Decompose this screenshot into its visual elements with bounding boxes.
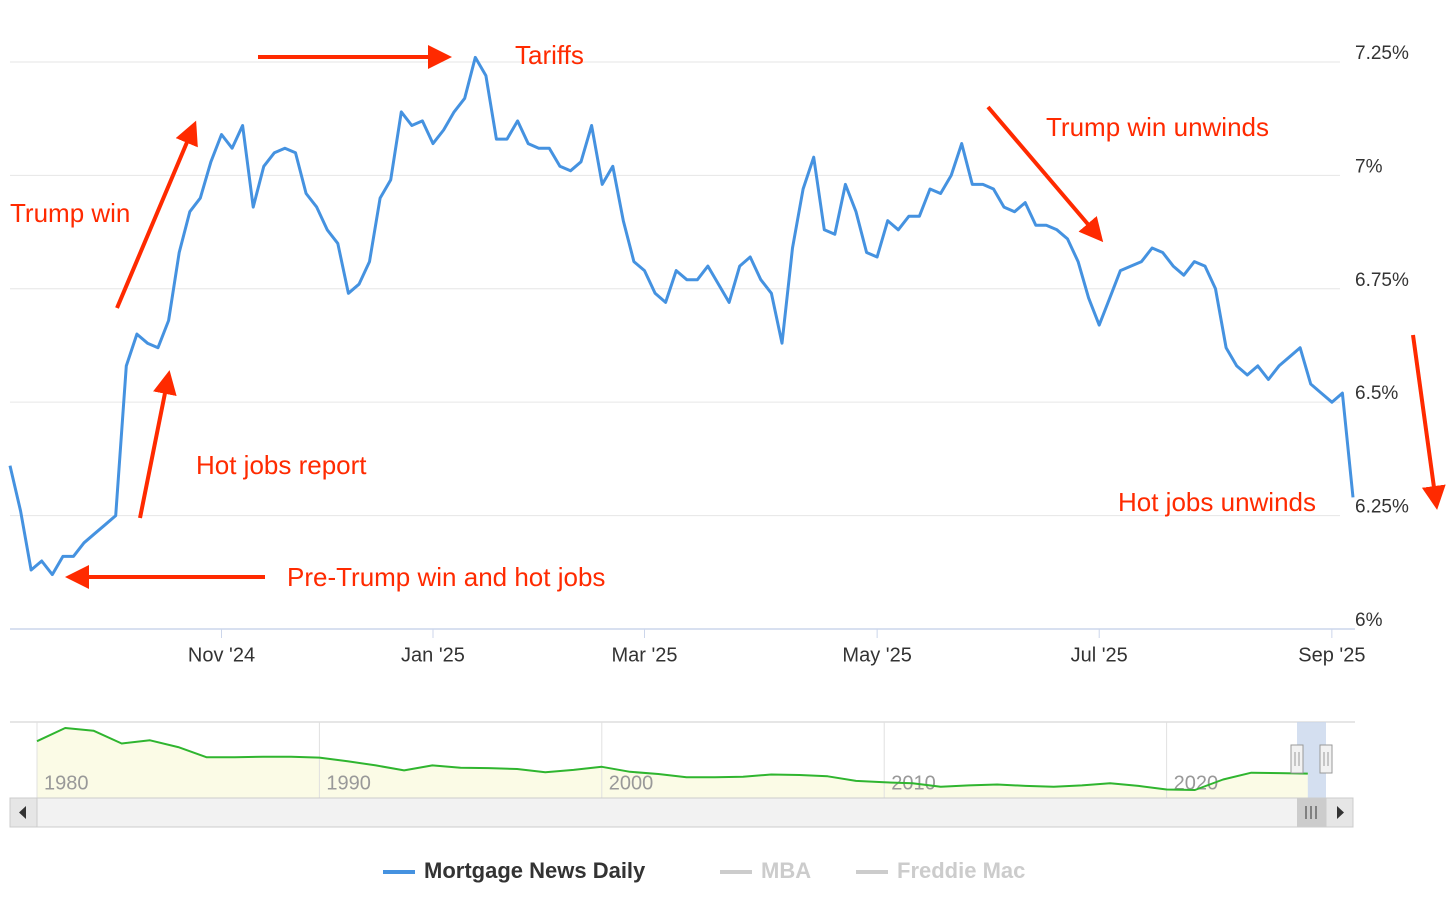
scrollbar[interactable] <box>9 797 1354 828</box>
series-line <box>36 727 1308 791</box>
y-tick-label: 6.75% <box>1355 270 1409 291</box>
arrow <box>115 120 198 309</box>
grip-icon <box>1305 806 1317 819</box>
legend[interactable]: Mortgage News Daily MBA Freddie Mac <box>383 858 1025 883</box>
x-tick-label: Mar '25 <box>611 644 677 666</box>
x-tick-label: May '25 <box>842 644 911 666</box>
arrow <box>138 370 177 519</box>
navigator-area <box>37 728 1308 798</box>
annotation: Trump win unwinds <box>1046 112 1269 142</box>
scrollbar-track[interactable] <box>9 797 1354 828</box>
y-tick-label: 6.5% <box>1355 383 1398 404</box>
arrow-icon <box>1337 806 1344 819</box>
annotation: Tariffs <box>515 40 584 70</box>
annotations: Tariffs Trump win unwinds Trump win Hot … <box>10 40 1446 592</box>
legend-label[interactable]: Freddie Mac <box>897 858 1025 883</box>
annotation: Trump win <box>10 198 130 228</box>
x-tick-label: Jan '25 <box>401 644 465 666</box>
handle-grip <box>1294 752 1300 766</box>
x-tick-label: Jul '25 <box>1071 644 1128 666</box>
navigator-tick-label: 2000 <box>609 772 654 794</box>
y-tick-label: 7.25% <box>1355 43 1409 64</box>
y-tick-label: 7% <box>1355 156 1383 177</box>
y-tick-label: 6.25% <box>1355 497 1409 518</box>
navigator-tick-label: 2020 <box>1174 772 1219 794</box>
navigator-handle[interactable] <box>1290 744 1304 774</box>
arrow <box>1411 334 1446 510</box>
plot-area: 6% 6.25% 6.5% 6.75% 7% 7.25% Nov '24 Jan '25 Mar… <box>8 43 1409 666</box>
navigator-tick-label: 1980 <box>44 772 89 794</box>
series-line <box>8 55 1355 577</box>
annotation: Hot jobs unwinds <box>1118 487 1316 517</box>
navigator[interactable]: 1980 1990 2000 2010 2020 <box>10 721 1355 798</box>
legend-label[interactable]: MBA <box>761 858 811 883</box>
handle-grip <box>1323 752 1329 766</box>
x-tick-label: Nov '24 <box>188 644 255 666</box>
navigator-tick-label: 1990 <box>326 772 371 794</box>
x-tick-label: Sep '25 <box>1298 644 1365 666</box>
scroll-left[interactable] <box>9 797 38 828</box>
legend-label[interactable]: Mortgage News Daily <box>424 858 646 883</box>
navigator-handle[interactable] <box>1319 744 1333 774</box>
arrow <box>986 105 1104 243</box>
annotation: Pre-Trump win and hot jobs <box>287 562 605 592</box>
y-tick-label: 6% <box>1355 610 1383 631</box>
arrow-icon <box>19 806 26 819</box>
annotation: Hot jobs report <box>196 450 367 480</box>
